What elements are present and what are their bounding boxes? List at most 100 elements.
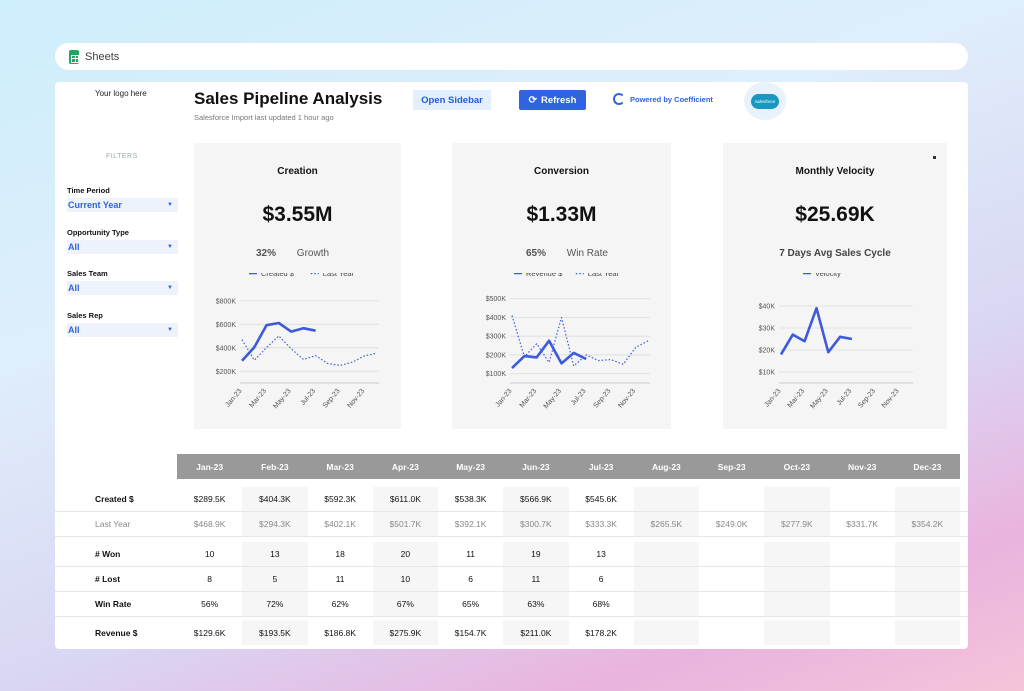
page-subtitle: Salesforce Import last updated 1 hour ag… [194,113,334,122]
table-cell: $129.6K [193,627,226,638]
table-cell [764,620,830,645]
table-cell: 10 [372,567,438,591]
sheets-icon [69,49,79,64]
legend-label: Velocity [815,273,841,278]
open-sidebar-button[interactable]: Open Sidebar [413,90,491,110]
refresh-label: Refresh [541,94,577,106]
table-cell: $275.9K [372,620,438,645]
table-cell [699,620,764,645]
table-cell [830,487,895,511]
x-tick-label: Jul-23 [300,388,318,407]
logo-placeholder: Your logo here [95,89,147,98]
table-cell: $468.9K [193,519,226,529]
y-tick-label: $200K [486,352,507,359]
series-line-velocity [779,306,853,356]
caret-down-icon: ▼ [167,327,173,333]
table-cell: 65% [462,599,480,609]
filter-label: Time Period [67,186,110,195]
card-metric-pct: 65% [526,248,547,259]
card-metric-label: 7 Days Avg Sales Cycle [779,248,891,259]
filters-title: FILTERS [106,153,138,160]
caret-down-icon: ▼ [167,285,173,291]
table-cell: 6 [468,574,473,584]
table-cell [830,592,895,616]
table-cell [633,567,699,591]
legend-label: Revenue $ [526,273,563,278]
y-tick-label: $200K [216,369,237,376]
table-cell: 62% [331,599,349,609]
x-tick-label: Mar-23 [248,388,268,410]
velocity-chart: Velocity $10K $20K $30K $40K Jan-23 Mar-23 May-… [759,273,913,410]
card-metric: 32% Growth [256,248,329,259]
table-cell: $392.1K [454,519,487,529]
creation-card: Creation $3.55M 32% Growth Created $ Last… [194,143,401,429]
filter-label: Sales Rep [67,311,103,320]
x-tick-label: May-23 [809,388,829,410]
x-tick-label: May-23 [272,388,292,410]
x-tick-label: Jan-23 [224,388,243,409]
x-tick-label: Sep-23 [857,388,877,410]
table-cell [764,487,830,511]
x-tick-label: Nov-23 [617,388,637,410]
powered-by-coefficient[interactable]: Powered by Coefficient [613,93,713,105]
table-cell: 10 [204,549,215,559]
x-tick-label: Jul-23 [836,388,854,407]
table-cell: $592.3K [324,494,356,504]
series-line-last-year [241,335,378,367]
coefficient-icon [613,93,625,105]
table-cell: $249.0K [715,519,748,529]
card-value: $3.55M [262,203,333,226]
series-line-created- [241,321,316,362]
filter-select-sales-rep[interactable]: All ▼ [67,323,178,337]
filter-sales-rep: Sales Rep All ▼ [67,311,178,337]
table-cell: $545.6K [585,494,617,504]
table-cell: $402.1K [324,519,356,529]
row-label: Created $ [95,494,134,504]
table-cell [633,592,699,616]
filter-select-opportunity-type[interactable]: All ▼ [67,240,178,254]
card-menu-handle[interactable] [933,156,936,159]
table-cell [699,542,764,566]
filter-label: Opportunity Type [67,228,129,237]
table-cell [830,620,895,645]
filter-select-sales-team[interactable]: All ▼ [67,281,178,295]
table-cell: 8 [207,574,212,584]
filter-value: All [68,242,80,252]
legend-entry: Created $ [249,273,295,278]
card-title: Creation [277,166,318,177]
caret-down-icon: ▼ [167,244,173,250]
filter-value: Current Year [68,200,122,210]
refresh-button[interactable]: ⟳ Refresh [519,90,586,110]
filter-time-period: Time Period Current Year ▼ [67,186,178,212]
y-tick-label: $800K [216,298,237,305]
table-cell: $277.9K [764,512,830,536]
filter-select-time-period[interactable]: Current Year ▼ [67,198,178,212]
filter-opportunity-type: Opportunity Type All ▼ [67,228,178,254]
series-line-last-year [511,315,649,367]
table-cell: 18 [335,549,345,559]
powered-by-label: Powered by Coefficient [630,94,713,104]
y-tick-label: $400K [216,345,237,352]
y-tick-label: $20K [759,348,776,355]
legend-entry: Last Year [575,273,620,278]
row-label: # Won [95,549,121,559]
table-cell [830,567,895,591]
column-header: Apr-23 [391,461,419,472]
table-cell [633,620,699,645]
table-cell: $404.3K [242,487,308,511]
dashboard-sheet: Your logo here Sales Pipeline Analysis S… [55,82,968,649]
table-cell: $178.2K [585,627,617,638]
table-cell [764,592,830,616]
x-tick-label: May-23 [543,388,563,410]
table-cell [894,542,960,566]
x-tick-label: Sep-23 [322,388,342,410]
x-tick-label: Sep-23 [593,388,613,410]
column-header: Sep-23 [717,461,746,472]
y-tick-label: $300K [486,334,507,341]
y-tick-label: $400K [486,315,507,322]
column-header: Jan-23 [196,461,224,472]
table-header: Jan-23 Feb-23 Mar-23 Apr-23 May-23 Jun-23 Jul-… [177,454,960,479]
x-tick-label: Mar-23 [787,388,807,410]
x-tick-label: Jul-23 [570,388,588,407]
table-cell [764,542,830,566]
